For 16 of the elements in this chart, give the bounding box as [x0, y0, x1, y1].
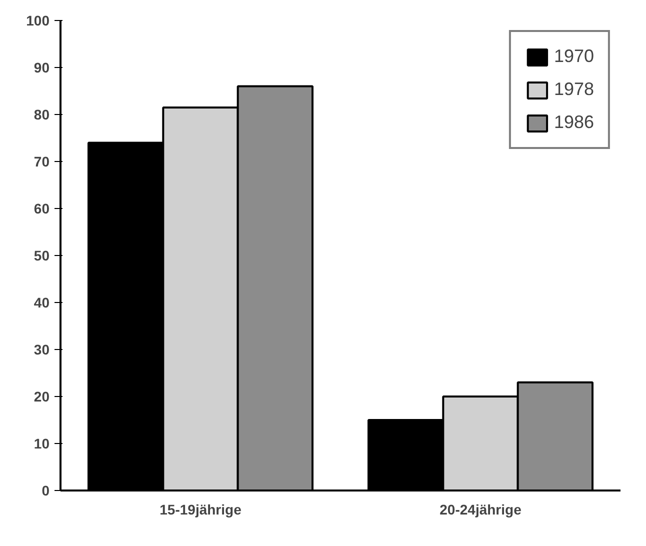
y-tick-label: 70 [34, 154, 50, 170]
legend-label: 1978 [554, 79, 594, 100]
y-tick-label: 100 [26, 12, 50, 28]
y-tick-label: 0 [42, 482, 50, 498]
y-tick-label: 10 [34, 436, 50, 452]
legend-label: 1970 [554, 46, 594, 67]
y-tick-label: 20 [34, 388, 50, 404]
y-tick-label: 60 [34, 200, 50, 216]
y-tick-label: 50 [34, 248, 50, 264]
y-tick-label: 40 [34, 294, 50, 310]
y-tick-label: 90 [34, 60, 50, 76]
y-tick-label: 80 [34, 106, 50, 122]
y-tick-label: 30 [34, 342, 50, 358]
legend-label: 1986 [554, 112, 594, 133]
x-tick-label: 15-19jährige [160, 502, 242, 518]
x-tick-label: 20-24jährige [440, 502, 522, 518]
